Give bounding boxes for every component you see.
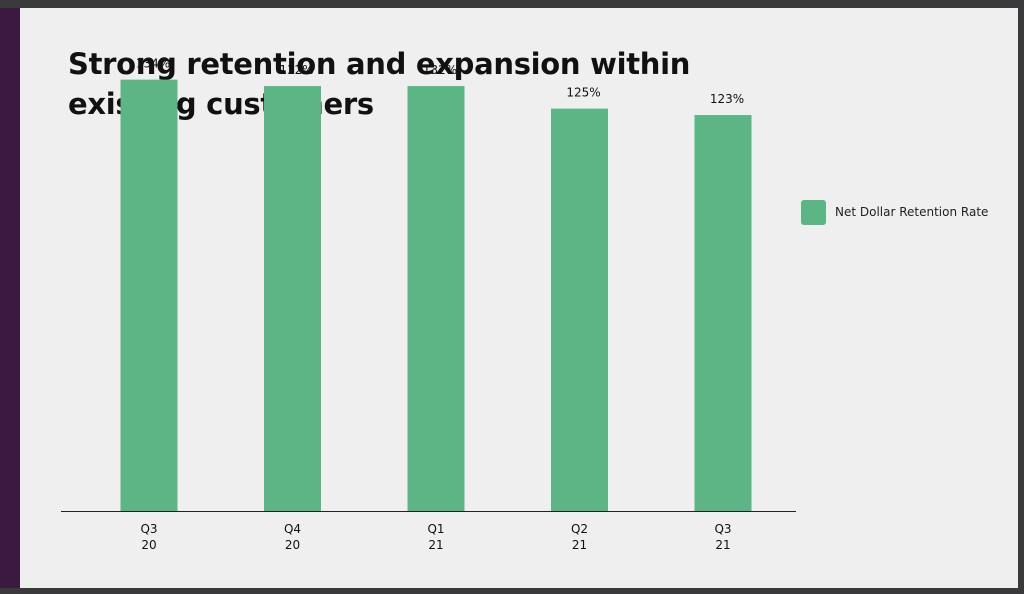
slide-title-line-1: Strong retention and expansion within	[68, 47, 691, 81]
slide-title-line-2: existing customers	[68, 87, 374, 121]
bar-0	[120, 79, 178, 512]
x-tick-label-2-line-1: 21	[428, 538, 443, 552]
x-tick-label-1-line-0: Q4	[284, 522, 301, 536]
slide-title: Strong retention and expansion within ex…	[68, 44, 690, 124]
data-label-3: 125%	[566, 86, 600, 100]
data-label-0: 134%	[136, 57, 170, 71]
data-label-2: 132%	[423, 63, 457, 77]
bar-4	[694, 115, 752, 511]
bar-1	[264, 86, 321, 512]
x-tick-label-0-line-1: 20	[141, 538, 156, 552]
bar-2	[407, 86, 465, 512]
bars-group	[120, 79, 752, 512]
data-labels-group: 134% 132% 132% 125% 123%	[136, 57, 744, 106]
x-tick-label-3-line-0: Q2	[571, 522, 588, 536]
legend-label: Net Dollar Retention Rate	[835, 205, 989, 219]
bar-3	[551, 108, 608, 511]
slide: Strong retention and expansion within ex…	[0, 8, 1018, 588]
x-tick-label-3-line-1: 21	[572, 538, 587, 552]
x-tick-label-3: Q2 21	[571, 522, 588, 552]
x-tick-label-0-line-0: Q3	[140, 522, 157, 536]
x-tick-label-2: Q1 21	[427, 522, 444, 552]
legend-swatch	[801, 199, 826, 225]
x-tick-label-1: Q4 20	[284, 522, 301, 552]
x-tick-label-0: Q3 20	[140, 522, 157, 552]
x-tick-label-4-line-1: 21	[715, 538, 730, 552]
x-tick-label-4: Q3 21	[714, 522, 731, 552]
data-label-4: 123%	[710, 92, 744, 106]
data-label-1: 132%	[279, 63, 313, 77]
x-tick-label-2-line-0: Q1	[427, 522, 444, 536]
legend: Net Dollar Retention Rate	[801, 199, 988, 225]
accent-bar	[0, 8, 20, 588]
x-tick-label-1-line-1: 20	[285, 538, 300, 552]
x-tick-label-4-line-0: Q3	[714, 522, 731, 536]
